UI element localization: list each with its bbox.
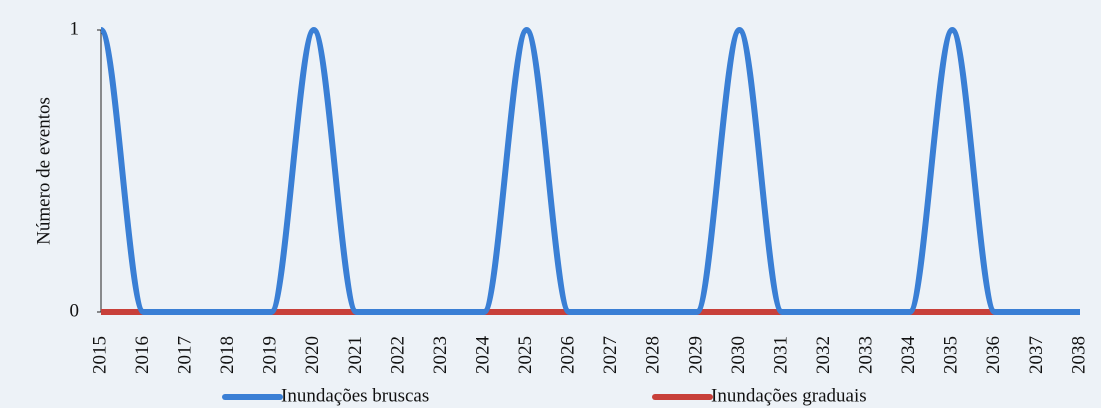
legend-label: Inundações graduais: [711, 385, 867, 406]
x-tick-label: 2035: [941, 336, 962, 374]
y-axis-label: Número de eventos: [33, 97, 54, 245]
x-tick-label: 2033: [856, 336, 877, 374]
x-tick-label: 2026: [558, 336, 579, 374]
x-tick-label: 2020: [302, 336, 323, 374]
x-tick-label: 2030: [728, 336, 749, 374]
x-tick-label: 2021: [345, 336, 366, 374]
x-tick-label: 2036: [983, 336, 1004, 374]
y-tick-label: 1: [70, 18, 80, 39]
x-tick-label: 2027: [600, 336, 621, 374]
x-tick-label: 2032: [813, 336, 834, 374]
x-tick-label: 2034: [898, 336, 919, 375]
x-tick-label: 2038: [1068, 336, 1089, 374]
x-tick-label: 2037: [1026, 336, 1047, 374]
x-tick-label: 2015: [89, 336, 110, 374]
line-series: [98, 27, 1080, 315]
x-tick-label: 2031: [770, 336, 791, 374]
x-tick-label: 2029: [685, 336, 706, 374]
x-tick-label: 2019: [260, 336, 281, 374]
x-tick-label: 2022: [387, 336, 408, 374]
legend-label: Inundações bruscas: [281, 385, 429, 406]
x-tick-label: 2016: [132, 336, 153, 374]
x-tick-label: 2028: [643, 336, 664, 374]
x-tick-label: 2025: [515, 336, 536, 374]
x-tick-label: 2018: [217, 336, 238, 374]
x-tick-label: 2017: [174, 336, 195, 374]
y-tick-label: 0: [70, 300, 80, 321]
x-tick-label: 2023: [430, 336, 451, 374]
x-tick-label: 2024: [472, 335, 493, 374]
